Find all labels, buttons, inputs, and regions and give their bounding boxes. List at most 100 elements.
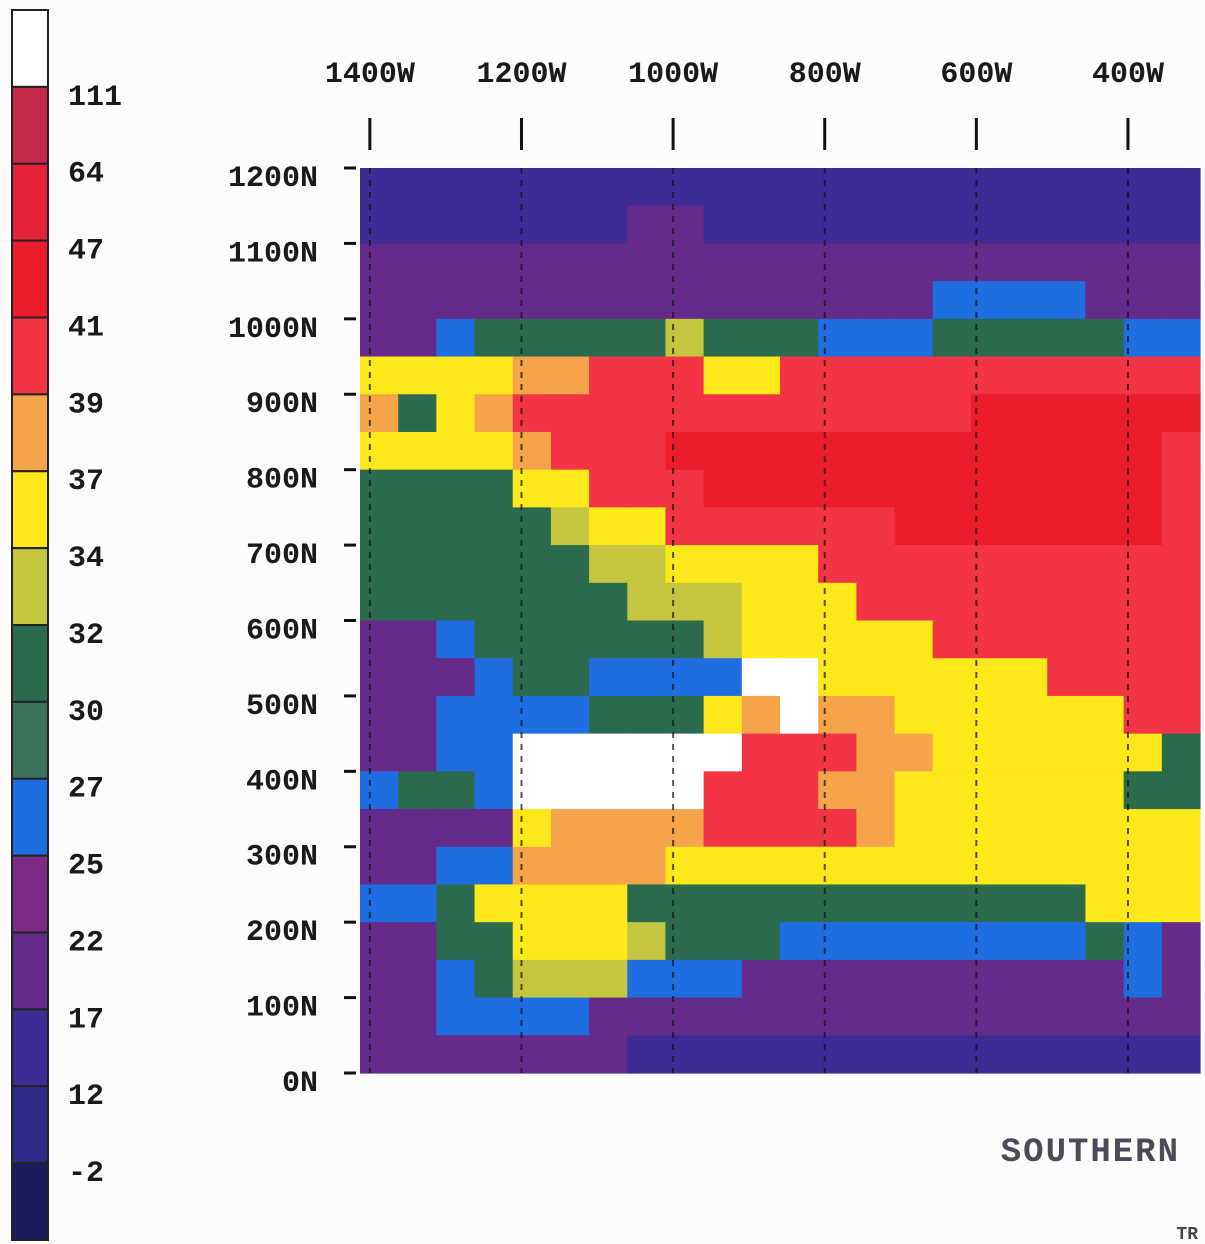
heat-cell bbox=[627, 545, 666, 583]
heat-cell bbox=[513, 394, 552, 432]
heat-cell bbox=[360, 696, 399, 734]
heat-cell bbox=[551, 168, 590, 206]
heat-cell bbox=[742, 847, 781, 885]
heat-cell bbox=[742, 809, 781, 847]
y-tick-label: 1100N bbox=[228, 237, 318, 271]
heat-cell bbox=[665, 319, 704, 357]
heat-cell bbox=[1009, 658, 1048, 696]
heat-cell bbox=[665, 884, 704, 922]
heat-cell bbox=[360, 734, 399, 772]
heat-cell bbox=[627, 470, 666, 508]
heat-cell bbox=[1047, 809, 1086, 847]
heat-cell bbox=[742, 432, 781, 470]
heat-cell bbox=[551, 545, 590, 583]
heat-cell bbox=[1047, 621, 1086, 659]
heat-cell bbox=[589, 960, 628, 998]
heat-cell bbox=[627, 432, 666, 470]
heat-cell bbox=[856, 583, 895, 621]
heat-cell bbox=[933, 960, 972, 998]
heat-cell bbox=[436, 281, 475, 319]
heat-cell bbox=[1124, 922, 1163, 960]
heat-cell bbox=[742, 696, 781, 734]
heat-cell bbox=[780, 922, 819, 960]
heat-cell bbox=[627, 357, 666, 395]
heat-cell bbox=[1124, 583, 1163, 621]
heat-cell bbox=[856, 319, 895, 357]
heat-cell bbox=[780, 281, 819, 319]
heat-cell bbox=[360, 507, 399, 545]
heat-cell bbox=[895, 960, 934, 998]
heat-cell bbox=[895, 507, 934, 545]
heat-cell bbox=[360, 206, 399, 244]
heat-cell bbox=[665, 734, 704, 772]
heat-cell bbox=[1009, 922, 1048, 960]
heat-cell bbox=[1162, 206, 1201, 244]
heat-cell bbox=[1085, 432, 1124, 470]
heat-cell bbox=[475, 658, 514, 696]
heat-cell bbox=[513, 432, 552, 470]
legend-swatch bbox=[12, 318, 48, 395]
heat-cell bbox=[1009, 583, 1048, 621]
heat-cell bbox=[436, 545, 475, 583]
legend-swatch bbox=[12, 1163, 48, 1240]
heat-cell bbox=[551, 998, 590, 1036]
heat-cell bbox=[742, 470, 781, 508]
legend-label: 32 bbox=[68, 619, 104, 653]
heat-cell bbox=[398, 470, 437, 508]
heat-cell bbox=[971, 470, 1010, 508]
heat-cell bbox=[856, 658, 895, 696]
heat-cell bbox=[513, 1035, 552, 1073]
heat-cell bbox=[780, 621, 819, 659]
heat-cell bbox=[856, 734, 895, 772]
heat-cell bbox=[1162, 884, 1201, 922]
heat-cell bbox=[513, 658, 552, 696]
heat-cell bbox=[704, 847, 743, 885]
heat-cell bbox=[1124, 357, 1163, 395]
heat-cell bbox=[704, 771, 743, 809]
heat-cell bbox=[475, 206, 514, 244]
heat-cell bbox=[360, 583, 399, 621]
x-tick-label: 800W bbox=[789, 58, 861, 92]
heat-cell bbox=[818, 243, 857, 281]
heat-cell bbox=[1047, 432, 1086, 470]
heat-cell bbox=[360, 168, 399, 206]
heat-cell bbox=[818, 507, 857, 545]
heat-cell bbox=[551, 847, 590, 885]
heat-cell bbox=[475, 470, 514, 508]
heat-cell bbox=[513, 319, 552, 357]
heat-cell bbox=[360, 809, 399, 847]
heat-cell bbox=[856, 168, 895, 206]
heat-cell bbox=[933, 696, 972, 734]
heat-cell bbox=[360, 998, 399, 1036]
heat-cell bbox=[665, 394, 704, 432]
heat-cell bbox=[398, 319, 437, 357]
heat-cell bbox=[1085, 507, 1124, 545]
heat-cell bbox=[856, 243, 895, 281]
heat-cell bbox=[436, 357, 475, 395]
heat-cell bbox=[933, 734, 972, 772]
heat-cell bbox=[742, 621, 781, 659]
heat-cell bbox=[475, 394, 514, 432]
heat-cell bbox=[856, 507, 895, 545]
legend-swatch bbox=[12, 241, 48, 318]
heat-cell bbox=[1085, 583, 1124, 621]
heat-cell bbox=[475, 621, 514, 659]
heat-cell bbox=[1085, 696, 1124, 734]
heat-cell bbox=[742, 771, 781, 809]
heat-cell bbox=[933, 658, 972, 696]
heat-cell bbox=[1009, 847, 1048, 885]
heat-cell bbox=[360, 621, 399, 659]
heat-cell bbox=[627, 1035, 666, 1073]
heat-cell bbox=[704, 998, 743, 1036]
heat-cell bbox=[589, 847, 628, 885]
heat-cell bbox=[1085, 319, 1124, 357]
heat-cell bbox=[742, 998, 781, 1036]
heat-cell bbox=[436, 507, 475, 545]
legend-swatch bbox=[12, 625, 48, 702]
heat-cell bbox=[589, 696, 628, 734]
heat-cell bbox=[856, 884, 895, 922]
heat-cell bbox=[627, 696, 666, 734]
heat-cell bbox=[1162, 243, 1201, 281]
heat-cell bbox=[742, 319, 781, 357]
heat-cell bbox=[627, 507, 666, 545]
